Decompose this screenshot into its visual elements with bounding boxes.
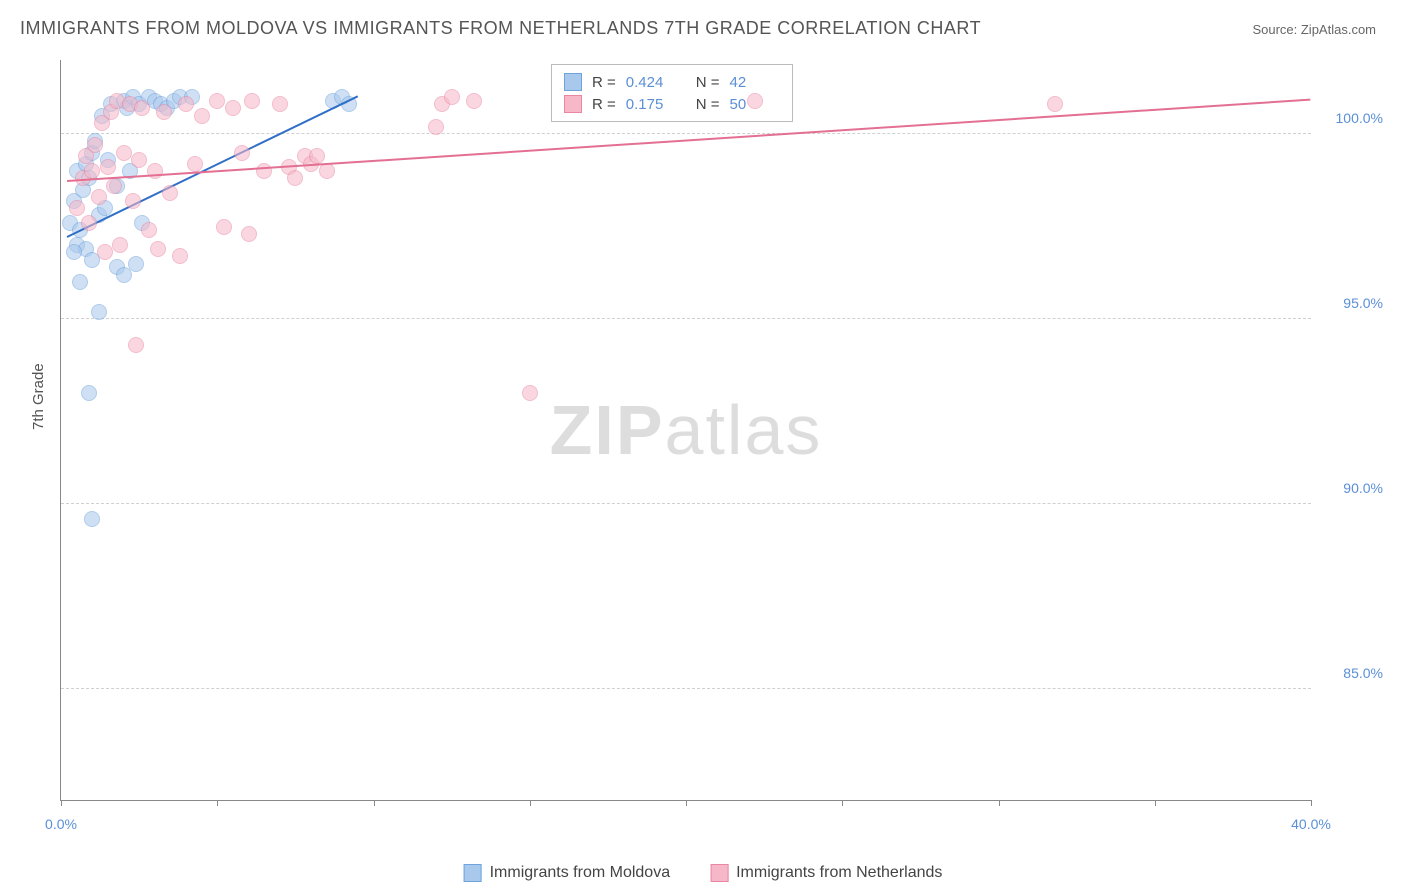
x-tick xyxy=(1311,800,1312,806)
data-point-netherlands xyxy=(84,163,100,179)
data-point-netherlands xyxy=(131,152,147,168)
data-point-netherlands xyxy=(156,104,172,120)
data-point-netherlands xyxy=(444,89,460,105)
legend-r-value: 0.424 xyxy=(626,74,676,91)
legend-r-value: 0.175 xyxy=(626,96,676,113)
data-point-netherlands xyxy=(194,108,210,124)
data-point-netherlands xyxy=(134,100,150,116)
data-point-netherlands xyxy=(234,145,250,161)
data-point-netherlands xyxy=(244,93,260,109)
x-tick xyxy=(61,800,62,806)
y-tick-label: 100.0% xyxy=(1323,110,1383,126)
data-point-netherlands xyxy=(128,337,144,353)
gridline xyxy=(61,503,1311,504)
x-tick xyxy=(530,800,531,806)
legend-label: Immigrants from Moldova xyxy=(490,864,671,882)
legend-r-label: R = xyxy=(592,96,616,113)
gridline xyxy=(61,133,1311,134)
legend-label: Immigrants from Netherlands xyxy=(736,864,942,882)
x-tick xyxy=(686,800,687,806)
legend-swatch-icon xyxy=(710,864,728,882)
data-point-netherlands xyxy=(747,93,763,109)
data-point-netherlands xyxy=(162,185,178,201)
data-point-netherlands xyxy=(522,385,538,401)
data-point-netherlands xyxy=(91,189,107,205)
data-point-netherlands xyxy=(466,93,482,109)
x-tick-label: 40.0% xyxy=(1291,816,1331,832)
data-point-netherlands xyxy=(241,226,257,242)
gridline xyxy=(61,688,1311,689)
gridline xyxy=(61,318,1311,319)
data-point-netherlands xyxy=(69,200,85,216)
data-point-moldova xyxy=(66,244,82,260)
y-tick-label: 90.0% xyxy=(1323,480,1383,496)
data-point-moldova xyxy=(128,256,144,272)
data-point-moldova xyxy=(81,385,97,401)
data-point-netherlands xyxy=(428,119,444,135)
data-point-netherlands xyxy=(81,215,97,231)
data-point-netherlands xyxy=(125,193,141,209)
x-tick xyxy=(999,800,1000,806)
x-tick xyxy=(217,800,218,806)
x-tick xyxy=(1155,800,1156,806)
data-point-netherlands xyxy=(209,93,225,109)
data-point-moldova xyxy=(116,267,132,283)
data-point-netherlands xyxy=(172,248,188,264)
data-point-netherlands xyxy=(87,137,103,153)
chart-title: IMMIGRANTS FROM MOLDOVA VS IMMIGRANTS FR… xyxy=(20,18,981,39)
data-point-moldova xyxy=(91,304,107,320)
y-tick-label: 85.0% xyxy=(1323,665,1383,681)
legend-row-moldova: R = 0.424 N = 42 xyxy=(564,71,780,93)
legend-r-label: R = xyxy=(592,74,616,91)
x-tick xyxy=(842,800,843,806)
legend-n-value: 42 xyxy=(730,74,780,91)
legend-swatch-icon xyxy=(564,73,582,91)
data-point-netherlands xyxy=(97,244,113,260)
series-legend: Immigrants from Moldova Immigrants from N… xyxy=(464,864,943,882)
data-point-netherlands xyxy=(106,178,122,194)
data-point-netherlands xyxy=(216,219,232,235)
data-point-netherlands xyxy=(309,148,325,164)
legend-item: Immigrants from Netherlands xyxy=(710,864,942,882)
data-point-netherlands xyxy=(141,222,157,238)
data-point-netherlands xyxy=(225,100,241,116)
y-tick-label: 95.0% xyxy=(1323,295,1383,311)
data-point-moldova xyxy=(84,511,100,527)
source-attribution: Source: ZipAtlas.com xyxy=(1252,22,1376,37)
data-point-netherlands xyxy=(187,156,203,172)
x-tick xyxy=(374,800,375,806)
data-point-moldova xyxy=(72,274,88,290)
legend-swatch-icon xyxy=(464,864,482,882)
legend-n-label: N = xyxy=(696,74,720,91)
data-point-netherlands xyxy=(256,163,272,179)
data-point-netherlands xyxy=(287,170,303,186)
data-point-netherlands xyxy=(1047,96,1063,112)
data-point-netherlands xyxy=(150,241,166,257)
data-point-netherlands xyxy=(100,159,116,175)
y-axis-label: 7th Grade xyxy=(30,363,47,430)
legend-item: Immigrants from Moldova xyxy=(464,864,671,882)
x-tick-label: 0.0% xyxy=(45,816,77,832)
data-point-netherlands xyxy=(319,163,335,179)
data-point-netherlands xyxy=(116,145,132,161)
legend-swatch-icon xyxy=(564,95,582,113)
data-point-netherlands xyxy=(112,237,128,253)
scatter-plot-area: ZIPatlas R = 0.424N = 42R = 0.175N = 50 … xyxy=(60,60,1311,801)
data-point-netherlands xyxy=(178,96,194,112)
legend-n-label: N = xyxy=(696,96,720,113)
data-point-netherlands xyxy=(272,96,288,112)
watermark: ZIPatlas xyxy=(550,390,823,470)
